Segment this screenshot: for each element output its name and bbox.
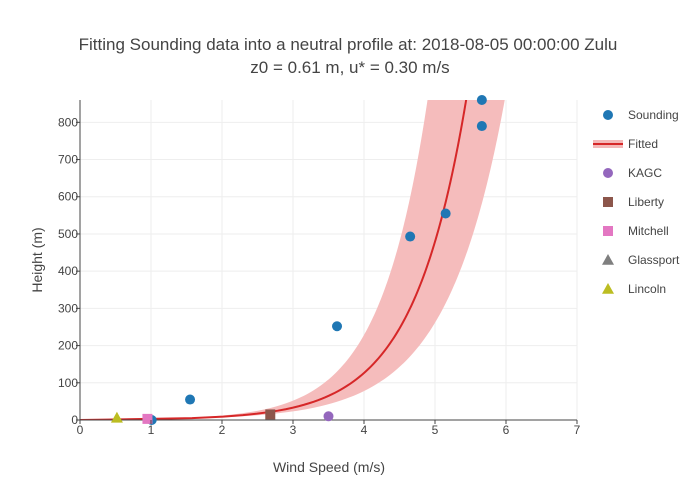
point-sounding xyxy=(332,321,343,332)
point-sounding xyxy=(476,121,487,132)
legend-label-fitted: Fitted xyxy=(628,137,658,151)
axes xyxy=(79,100,577,421)
fit-line xyxy=(80,100,468,420)
y-tick-label: 200 xyxy=(58,339,78,353)
point-sounding xyxy=(185,394,196,405)
legend-marker-sounding xyxy=(603,110,613,120)
grid-lines xyxy=(79,100,578,421)
legend-label-lincoln: Lincoln xyxy=(628,282,666,296)
chart-subtitle: z0 = 0.61 m, u* = 0.30 m/s xyxy=(250,58,449,77)
y-tick-label: 500 xyxy=(58,227,78,241)
legend-label-glassport: Glassport xyxy=(628,253,680,267)
point-sounding xyxy=(440,208,451,219)
point-sounding xyxy=(476,95,487,105)
y-tick-label: 0 xyxy=(71,413,78,427)
confidence-band xyxy=(103,100,505,420)
legend-label-kagc: KAGC xyxy=(628,166,662,180)
fit-band xyxy=(103,100,505,420)
legend-label-mitchell: Mitchell xyxy=(628,224,669,238)
y-tick-label: 800 xyxy=(58,115,78,129)
x-tick-label: 6 xyxy=(503,423,510,437)
legend-label-sounding: Sounding xyxy=(628,108,679,122)
fitted-curve xyxy=(80,100,468,420)
x-tick-label: 7 xyxy=(574,423,581,437)
tick-labels: 0 1 2 3 4 5 6 7 0 100 200 300 400 500 600 700 800 xyxy=(58,115,581,437)
point-lincoln xyxy=(110,411,123,423)
point-kagc xyxy=(323,411,334,422)
y-tick-label: 600 xyxy=(58,190,78,204)
data-points xyxy=(110,95,487,425)
x-tick-label: 2 xyxy=(219,423,226,437)
y-tick-label: 300 xyxy=(58,301,78,315)
x-tick-label: 4 xyxy=(361,423,368,437)
legend-label-liberty: Liberty xyxy=(628,195,664,209)
chart-title: Fitting Sounding data into a neutral pro… xyxy=(79,35,618,54)
x-tick-label: 5 xyxy=(432,423,439,437)
y-tick-label: 400 xyxy=(58,264,78,278)
legend-marker-glassport xyxy=(602,254,614,265)
legend-marker-liberty xyxy=(603,197,613,207)
y-tick-label: 100 xyxy=(58,376,78,390)
point-mitchell xyxy=(142,413,153,424)
x-tick-label: 3 xyxy=(290,423,297,437)
x-tick-label: 0 xyxy=(77,423,84,437)
x-axis-title: Wind Speed (m/s) xyxy=(273,459,385,475)
x-tick-label: 1 xyxy=(148,423,155,437)
legend: Sounding Fitted KAGC Liberty Mitchell Glasspo… xyxy=(593,108,680,296)
legend-marker-mitchell xyxy=(603,226,613,236)
legend-marker-kagc xyxy=(603,168,613,178)
point-liberty xyxy=(265,409,276,420)
y-axis-title: Height (m) xyxy=(29,227,45,292)
point-sounding xyxy=(405,231,416,242)
legend-marker-lincoln xyxy=(602,283,614,294)
y-tick-label: 700 xyxy=(58,153,78,167)
